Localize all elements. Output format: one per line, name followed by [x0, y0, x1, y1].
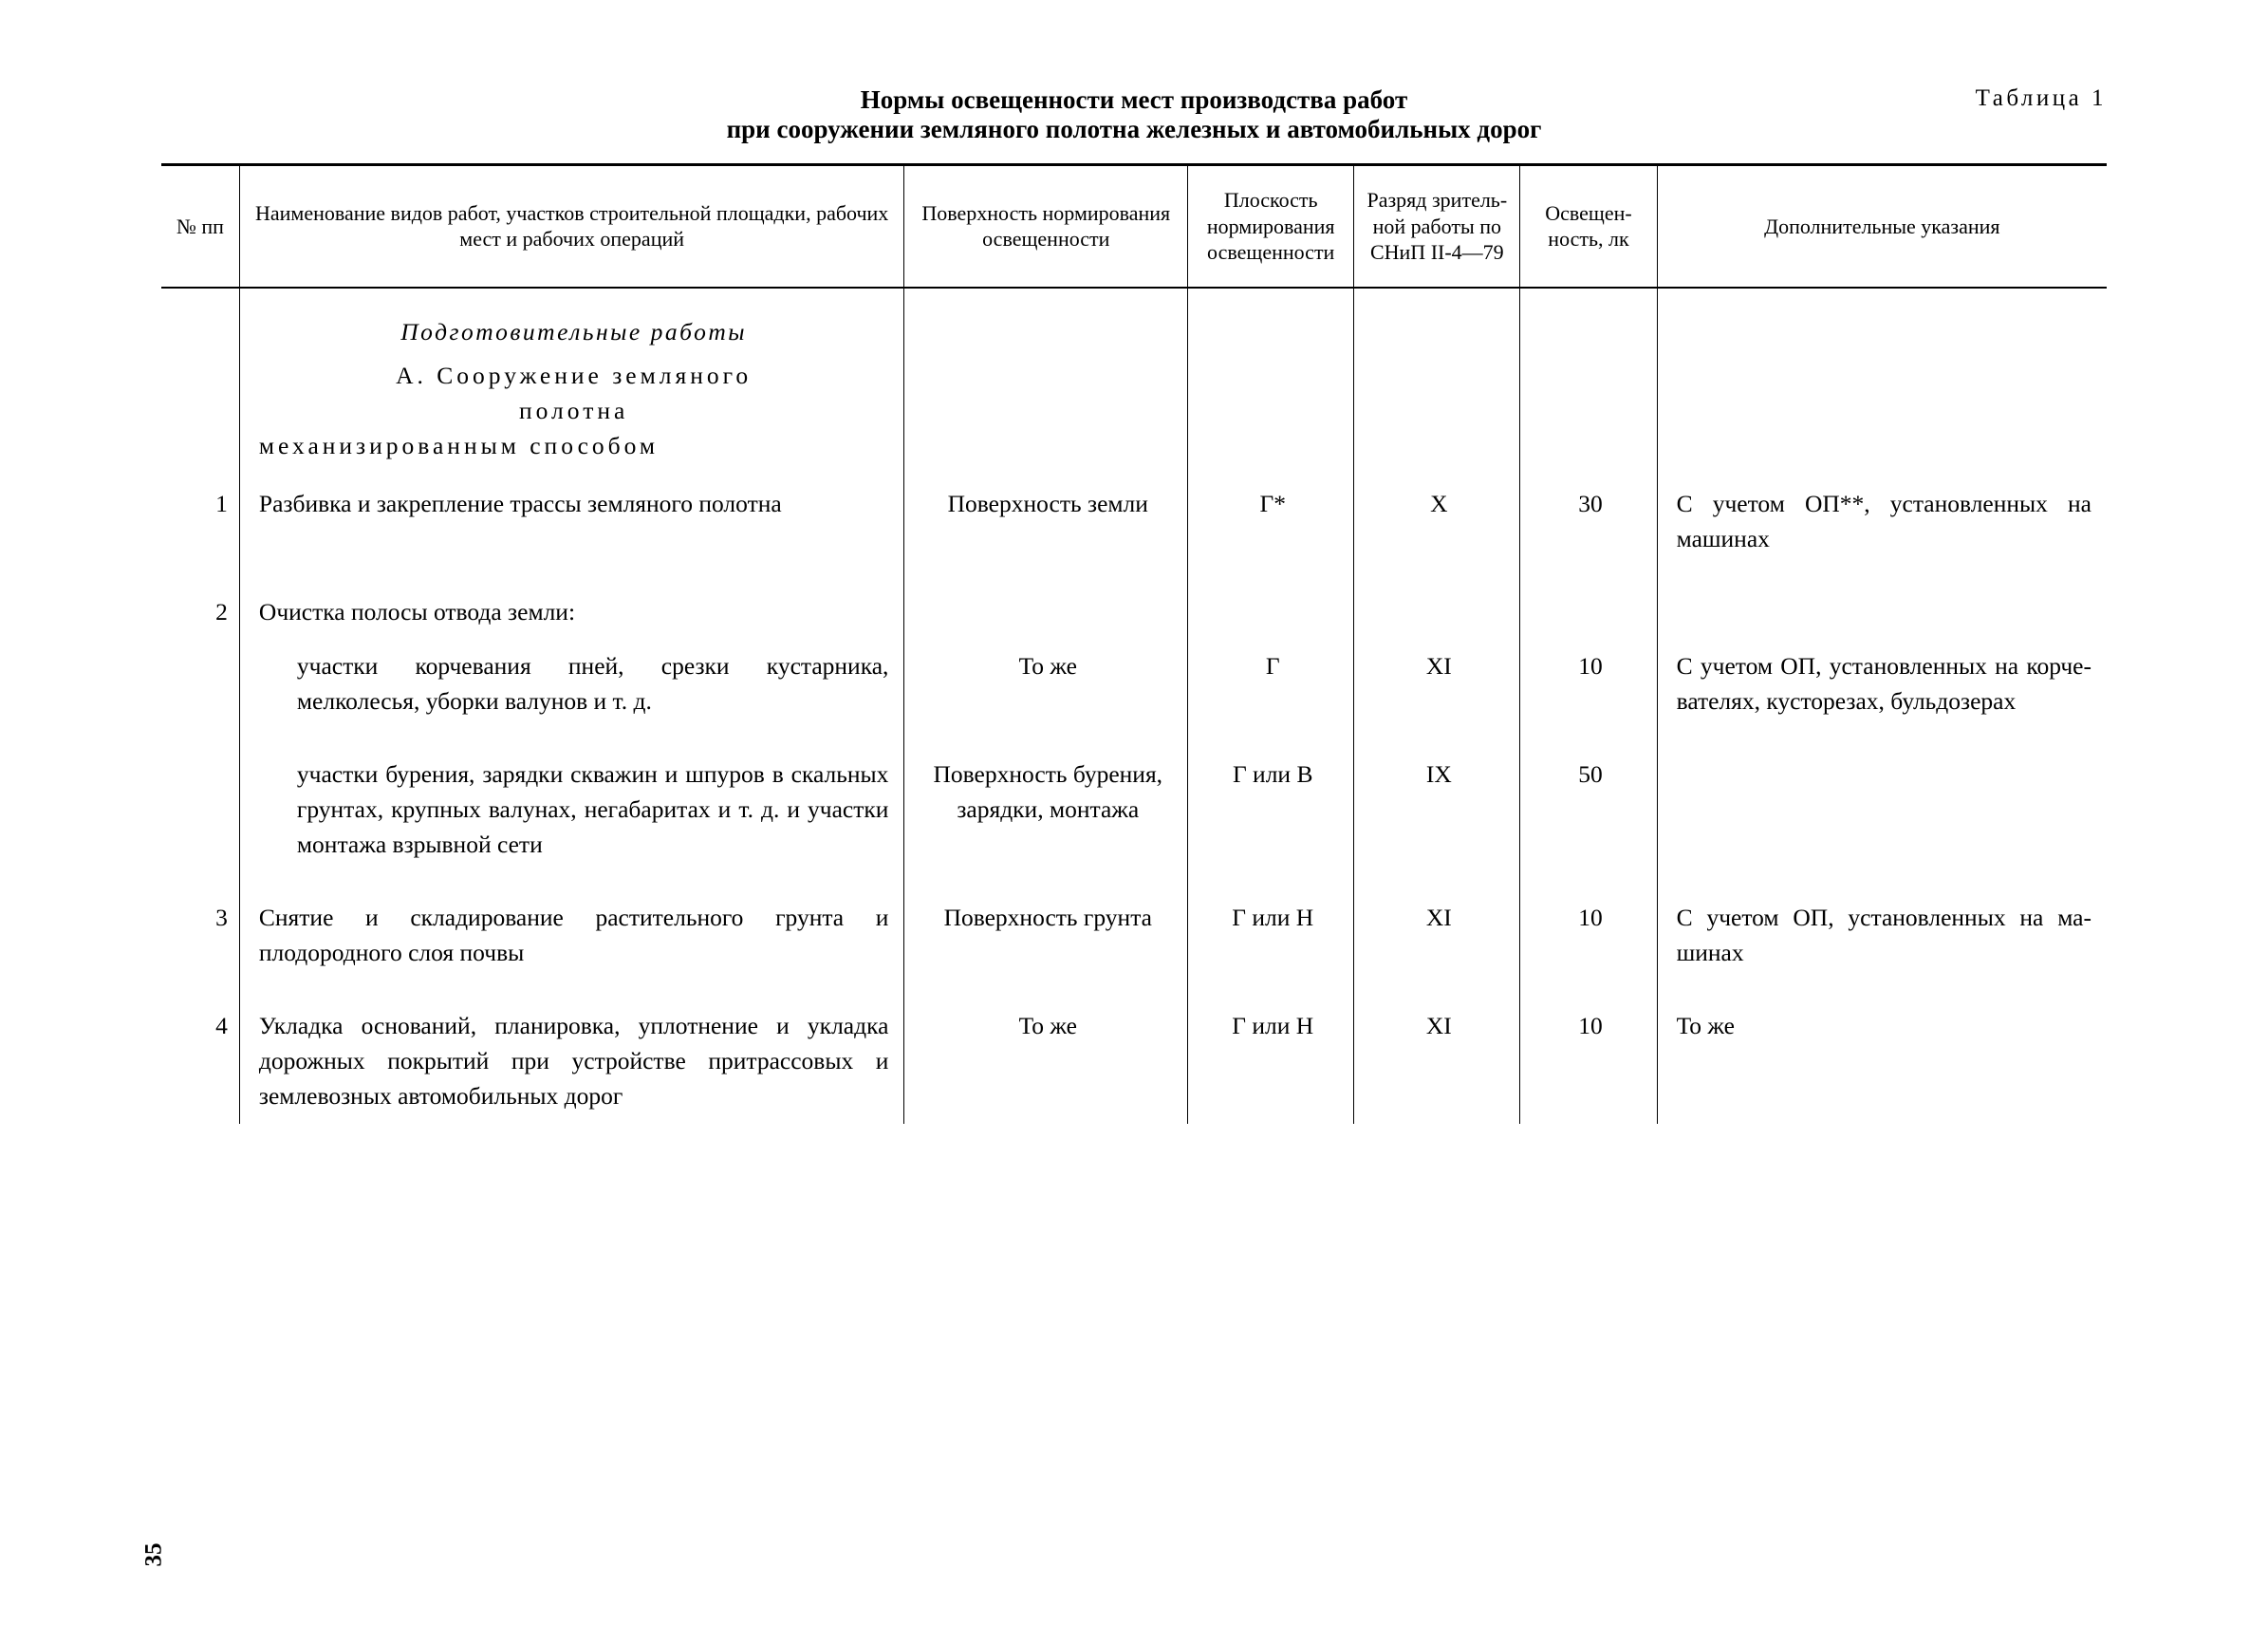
section-a-line-3: механизированным способом [259, 429, 889, 464]
cell-category [1354, 586, 1520, 640]
header-notes: Дополнительные указания [1657, 165, 2107, 288]
cell-surface [904, 586, 1188, 640]
cell-surface: Поверхность бурения, заряд­ки, монтажа [904, 748, 1188, 872]
table-row [161, 567, 2107, 586]
section-a-line-2: полотна [259, 394, 889, 429]
cell-num [161, 748, 239, 872]
cell-notes [1657, 586, 2107, 640]
cell-notes: С учетом ОП**, установленных на машинах [1657, 477, 2107, 567]
header-lux: Осве­щен­ность, лк [1520, 165, 1657, 288]
table-row: 2 Очистка полосы отвода земли: [161, 586, 2107, 640]
cell-category: XI [1354, 891, 1520, 981]
section-a-line-1: А. Сооружение земляного [259, 359, 889, 394]
header-surface: Поверхность нормирования освещенности [904, 165, 1188, 288]
header-name: Наименование видов работ, участков строи… [239, 165, 904, 288]
cell-notes: То же [1657, 999, 2107, 1124]
cell-name: участки бурения, зарядки скважин и шпуро… [239, 748, 904, 872]
cell-name: Разбивка и закрепление трассы земляно­го… [239, 477, 904, 567]
cell-category: XI [1354, 999, 1520, 1124]
cell-num: 2 [161, 586, 239, 640]
cell-surface: То же [904, 640, 1188, 729]
cell-surface: Поверхность земли [904, 477, 1188, 567]
header-num: № пп [161, 165, 239, 288]
cell-num: 1 [161, 477, 239, 567]
title-line-2: при сооружении земляного полотна железны… [161, 115, 2107, 144]
cell-lux: 30 [1520, 477, 1657, 567]
table-row [161, 981, 2107, 999]
title-block: Таблица 1 Нормы освещенности мест произв… [161, 85, 2107, 144]
title-line-1: Нормы освещенности мест производства раб… [161, 85, 2107, 115]
section-prep-row: Подготовительные работы [161, 288, 2107, 354]
cell-surface: Поверхность грунта [904, 891, 1188, 981]
cell-name: Очистка полосы отвода земли: [239, 586, 904, 640]
cell-plane: Г или Н [1188, 999, 1354, 1124]
table-row: участки корчевания пней, срезки кус­тарн… [161, 640, 2107, 729]
cell-lux [1520, 586, 1657, 640]
page-number: 35 [141, 1543, 168, 1567]
cell-category: X [1354, 477, 1520, 567]
cell-plane: Г* [1188, 477, 1354, 567]
header-category: Разряд зритель­ной работы по СНиП II-4—7… [1354, 165, 1520, 288]
cell-notes: С учетом ОП, уста­новленных на ма­шинах [1657, 891, 2107, 981]
table-row: 4 Укладка оснований, планировка, уплот­н… [161, 999, 2107, 1124]
table-row: 1 Разбивка и закрепление трассы земляно­… [161, 477, 2107, 567]
header-plane: Плос­кость нормиро­вания освещен­ности [1188, 165, 1354, 288]
cell-name: участки корчевания пней, срезки кус­тарн… [239, 640, 904, 729]
header-row: № пп Наименование видов работ, участков … [161, 165, 2107, 288]
cell-lux: 10 [1520, 891, 1657, 981]
section-prep-title: Подготовительные работы [239, 288, 904, 354]
cell-plane [1188, 586, 1354, 640]
cell-name: Укладка оснований, планировка, уплот­нен… [239, 999, 904, 1124]
cell-name: Снятие и складирование растительного гру… [239, 891, 904, 981]
table-row [161, 872, 2107, 891]
cell-lux: 10 [1520, 999, 1657, 1124]
standards-table: № пп Наименование видов работ, участков … [161, 163, 2107, 1124]
table-row [161, 729, 2107, 748]
table-row: участки бурения, зарядки скважин и шпуро… [161, 748, 2107, 872]
section-a-title: А. Сооружение земляного полотна механизи… [239, 353, 904, 477]
cell-plane: Г [1188, 640, 1354, 729]
cell-category: IX [1354, 748, 1520, 872]
table-row: 3 Снятие и складирование растительного г… [161, 891, 2107, 981]
cell-plane: Г или В [1188, 748, 1354, 872]
cell-category: XI [1354, 640, 1520, 729]
section-a-row: А. Сооружение земляного полотна механизи… [161, 353, 2107, 477]
cell-num [161, 640, 239, 729]
cell-lux: 10 [1520, 640, 1657, 729]
cell-surface: То же [904, 999, 1188, 1124]
table-label: Таблица 1 [1976, 85, 2107, 112]
cell-num: 4 [161, 999, 239, 1124]
cell-num: 3 [161, 891, 239, 981]
cell-notes: С учетом ОП, уста­новленных на корче­ват… [1657, 640, 2107, 729]
cell-plane: Г или Н [1188, 891, 1354, 981]
cell-lux: 50 [1520, 748, 1657, 872]
cell-notes [1657, 748, 2107, 872]
